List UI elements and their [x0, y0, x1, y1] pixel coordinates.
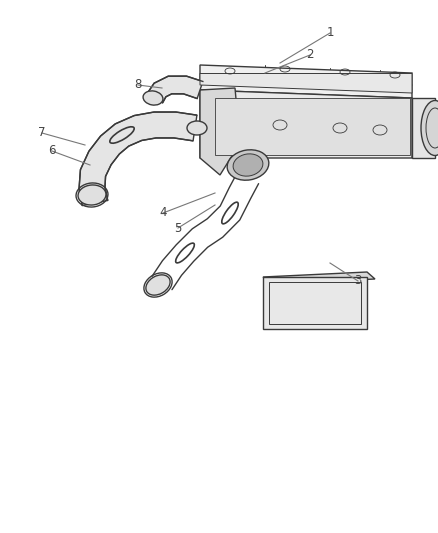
Ellipse shape — [187, 121, 207, 135]
Polygon shape — [200, 65, 412, 98]
Ellipse shape — [233, 154, 263, 176]
Polygon shape — [147, 76, 203, 103]
Ellipse shape — [227, 150, 269, 180]
Polygon shape — [215, 98, 410, 155]
Ellipse shape — [421, 101, 438, 156]
Text: 2: 2 — [306, 49, 314, 61]
Polygon shape — [263, 272, 375, 284]
Text: 4: 4 — [159, 206, 167, 220]
Text: 3: 3 — [354, 274, 362, 287]
Text: 5: 5 — [174, 222, 182, 235]
Ellipse shape — [143, 91, 163, 105]
Ellipse shape — [146, 275, 170, 295]
Text: 1: 1 — [326, 27, 334, 39]
Polygon shape — [200, 74, 412, 93]
Polygon shape — [200, 90, 412, 158]
Text: 7: 7 — [38, 126, 46, 140]
Polygon shape — [412, 98, 435, 158]
Text: 8: 8 — [134, 78, 141, 92]
Polygon shape — [79, 112, 197, 206]
Text: 6: 6 — [48, 144, 56, 157]
Polygon shape — [200, 88, 240, 175]
Ellipse shape — [78, 185, 106, 205]
Polygon shape — [263, 277, 367, 329]
